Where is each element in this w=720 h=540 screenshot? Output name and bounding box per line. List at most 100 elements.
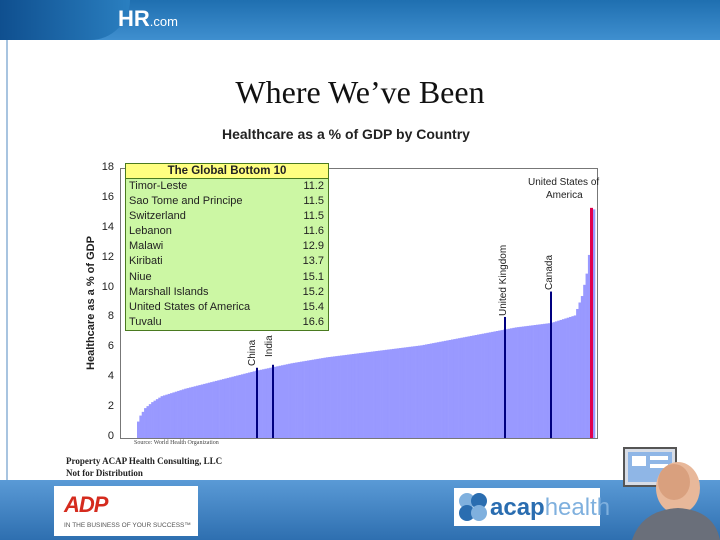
- y-tick-label: 14: [101, 220, 114, 233]
- country-bar: [212, 381, 216, 438]
- country-bar: [441, 341, 445, 438]
- country-bar: [540, 324, 544, 438]
- country-bar: [174, 391, 178, 438]
- country-bar: [252, 371, 256, 438]
- country-bar: [335, 356, 338, 438]
- country-bar: [351, 354, 355, 438]
- country-bar: [413, 346, 416, 438]
- country-bar: [491, 331, 494, 438]
- country-bar: [214, 380, 218, 438]
- country-bar: [592, 209, 596, 438]
- country-bar: [587, 254, 591, 438]
- country-bar: [389, 349, 393, 438]
- country-bar: [535, 324, 539, 438]
- table-value: 12.9: [302, 240, 324, 253]
- country-bar: [391, 348, 395, 438]
- hr-com-logo[interactable]: HR.com: [118, 6, 178, 32]
- country-bar: [236, 375, 239, 438]
- acap-pinwheel-icon: [459, 493, 487, 521]
- country-bar: [467, 336, 471, 438]
- acap-health-logo-box[interactable]: acaphealth: [454, 488, 610, 526]
- y-tick-label: 12: [101, 250, 114, 263]
- country-bar: [474, 335, 478, 438]
- country-bar: [578, 302, 582, 438]
- country-bar: [186, 388, 190, 438]
- table-country: Timor-Leste: [129, 180, 188, 192]
- country-bar: [139, 415, 143, 438]
- left-rule: [6, 40, 8, 480]
- country-bar: [170, 393, 173, 438]
- country-bar: [356, 353, 360, 438]
- country-bar: [448, 339, 452, 438]
- country-bar: [158, 397, 161, 438]
- property-notice: Property ACAP Health Consulting, LLC Not…: [66, 455, 222, 479]
- bars-svg: [137, 207, 596, 438]
- highlight-bar-canada: [550, 291, 552, 438]
- country-bar: [580, 296, 584, 438]
- country-bar: [165, 394, 168, 438]
- chart-title: Healthcare as a % of GDP by Country: [222, 126, 470, 142]
- table-value: 11.5: [303, 210, 324, 223]
- table-row: Sao Tome and Principe 11.5: [126, 194, 328, 209]
- country-bar: [283, 364, 287, 438]
- table-country: Marshall Islands: [129, 285, 209, 298]
- country-bar: [373, 351, 376, 438]
- country-bar: [361, 352, 364, 438]
- country-bar: [498, 330, 501, 438]
- country-bar: [342, 355, 346, 438]
- country-bar: [141, 411, 145, 438]
- table-row: United States of America 15.4: [126, 300, 328, 315]
- country-bar: [538, 324, 542, 438]
- country-bar: [472, 335, 475, 438]
- country-bar: [576, 308, 579, 438]
- country-bar: [243, 373, 246, 438]
- country-bar: [354, 353, 357, 438]
- country-bar: [434, 342, 438, 438]
- country-bar: [410, 346, 414, 438]
- country-bar: [273, 366, 277, 438]
- country-bar: [288, 363, 291, 438]
- country-bar: [160, 396, 164, 438]
- highlight-bar-china: [256, 367, 258, 438]
- country-bar: [573, 315, 577, 438]
- country-bar: [266, 368, 270, 438]
- country-bar: [325, 357, 329, 438]
- country-bar: [557, 320, 560, 438]
- country-bar: [358, 353, 362, 438]
- country-bar: [507, 328, 511, 438]
- property-line-2: Not for Distribution: [66, 468, 143, 478]
- country-bar: [561, 319, 565, 438]
- country-bar: [543, 323, 546, 438]
- adp-logo-box[interactable]: ADP IN THE BUSINESS OF YOUR SUCCESS™: [54, 486, 198, 536]
- country-bar: [337, 355, 341, 438]
- table-row: Niue 15.1: [126, 270, 328, 285]
- country-bar: [314, 359, 317, 438]
- table-country: Niue: [129, 270, 152, 283]
- country-bar: [229, 377, 232, 438]
- country-bar: [481, 333, 485, 438]
- country-bar: [344, 354, 348, 438]
- table-country: Tuvalu: [129, 315, 162, 328]
- acap-logo-part-a: acap: [490, 494, 545, 521]
- country-bar: [262, 369, 265, 438]
- country-bar: [524, 326, 527, 438]
- country-bar: [281, 365, 284, 438]
- country-bar: [247, 372, 251, 438]
- country-bar: [531, 325, 534, 438]
- table-country: Malawi: [129, 240, 164, 253]
- bottom-10-table: The Global Bottom 10 Timor-Leste 11.2 Sao …: [125, 163, 329, 331]
- country-bar: [153, 400, 157, 438]
- country-bar: [349, 354, 353, 438]
- y-tick-label: 4: [107, 370, 114, 383]
- country-bar: [458, 338, 461, 438]
- table-country: Switzerland: [129, 210, 186, 223]
- y-tick-label: 10: [101, 280, 114, 293]
- country-bar: [526, 325, 530, 438]
- country-bar: [221, 379, 225, 438]
- y-tick-label: 6: [107, 340, 114, 353]
- country-bar: [443, 340, 447, 438]
- country-bar: [207, 382, 211, 438]
- country-bar: [505, 329, 508, 438]
- country-bar: [137, 421, 140, 438]
- country-bar: [311, 359, 315, 438]
